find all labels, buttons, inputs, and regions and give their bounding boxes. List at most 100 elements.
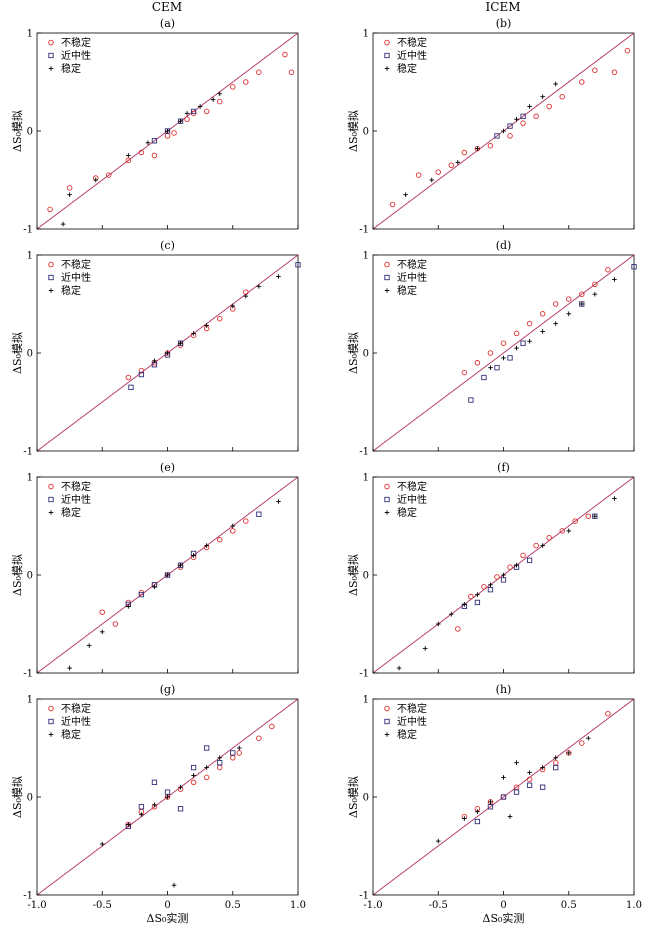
data-point xyxy=(203,745,210,751)
data-point xyxy=(151,779,158,785)
panel-label: (e) xyxy=(160,461,175,474)
y-tick-label: 1 xyxy=(363,29,369,40)
series-1 xyxy=(461,710,611,820)
data-point xyxy=(165,350,170,356)
legend-label: 不稳定 xyxy=(61,258,91,271)
data-point xyxy=(526,776,533,783)
data-point xyxy=(514,116,519,122)
legend-label: 稳定 xyxy=(61,62,81,75)
data-point xyxy=(552,759,559,766)
series-3 xyxy=(488,277,617,370)
data-point xyxy=(559,93,565,100)
data-point xyxy=(540,784,546,790)
legend-marker xyxy=(48,274,54,281)
data-point xyxy=(501,355,506,361)
legend-label: 近中性 xyxy=(61,493,91,506)
data-point xyxy=(204,323,209,328)
x-tick-label: -0.5 xyxy=(93,900,112,911)
data-point xyxy=(612,277,617,282)
legend-label: 稳定 xyxy=(397,506,417,519)
data-point xyxy=(507,814,513,819)
data-point xyxy=(553,755,558,761)
data-point xyxy=(191,331,196,336)
x-tick-label: 0 xyxy=(164,900,170,911)
legend-label: 稳定 xyxy=(61,728,81,741)
legend-marker xyxy=(384,288,390,293)
data-point xyxy=(282,51,288,58)
legend-marker xyxy=(48,496,54,503)
data-point xyxy=(449,611,454,617)
panel-label: (c) xyxy=(160,239,175,252)
data-point xyxy=(138,149,145,156)
data-point xyxy=(540,94,545,99)
series-1 xyxy=(461,266,611,376)
y-tick-label: 1 xyxy=(27,695,33,706)
data-point xyxy=(204,765,209,770)
data-point xyxy=(546,535,552,541)
data-point xyxy=(585,513,592,519)
x-tick-label: -1.0 xyxy=(363,900,382,911)
legend-marker xyxy=(48,510,54,515)
legend-label: 不稳定 xyxy=(397,36,427,49)
data-point xyxy=(520,120,526,126)
data-point xyxy=(236,750,243,756)
data-point xyxy=(415,172,422,178)
data-point xyxy=(126,604,131,609)
data-point xyxy=(527,770,532,775)
legend-label: 近中性 xyxy=(61,271,91,284)
legend-marker xyxy=(384,496,390,503)
data-point xyxy=(559,528,565,534)
data-point xyxy=(592,281,598,288)
data-point xyxy=(533,542,539,549)
data-point xyxy=(165,128,170,134)
data-point xyxy=(494,574,500,580)
data-point xyxy=(455,626,461,632)
panel-label: (d) xyxy=(496,239,512,252)
data-point xyxy=(612,496,617,501)
data-point xyxy=(461,369,468,376)
data-point xyxy=(579,740,585,746)
data-point xyxy=(507,133,513,139)
data-point xyxy=(151,152,158,159)
data-point xyxy=(112,621,119,627)
data-point xyxy=(579,291,585,297)
data-point xyxy=(191,553,196,558)
data-point xyxy=(539,311,546,317)
y-tick-label: 0 xyxy=(363,793,369,804)
data-point xyxy=(165,794,170,800)
series-3 xyxy=(152,274,281,364)
data-point xyxy=(138,367,145,374)
data-point xyxy=(481,374,487,381)
data-point xyxy=(217,755,222,761)
data-point xyxy=(624,47,631,54)
data-point xyxy=(216,315,223,322)
y-axis-title: ΔS₀模拟 xyxy=(346,554,360,596)
data-point xyxy=(243,518,249,524)
x-tick-label: 0 xyxy=(500,900,506,911)
data-point xyxy=(145,140,151,146)
data-point xyxy=(152,802,157,808)
data-point xyxy=(455,160,461,165)
data-point xyxy=(540,329,545,334)
legend-marker xyxy=(384,705,390,712)
data-point xyxy=(106,172,112,178)
legend-label: 近中性 xyxy=(61,49,91,62)
data-point xyxy=(230,303,236,309)
data-point xyxy=(139,812,144,817)
y-tick-label: -1 xyxy=(23,447,33,458)
series-1 xyxy=(389,47,631,208)
legend-label: 不稳定 xyxy=(397,702,427,715)
data-point xyxy=(592,291,598,297)
data-point xyxy=(256,69,262,75)
legend-label: 稳定 xyxy=(61,506,81,519)
y-axis-title: ΔS₀模拟 xyxy=(10,332,24,374)
y-tick-label: -1 xyxy=(23,891,33,902)
data-point xyxy=(474,599,481,606)
data-point xyxy=(552,301,559,307)
series-1 xyxy=(99,518,249,627)
